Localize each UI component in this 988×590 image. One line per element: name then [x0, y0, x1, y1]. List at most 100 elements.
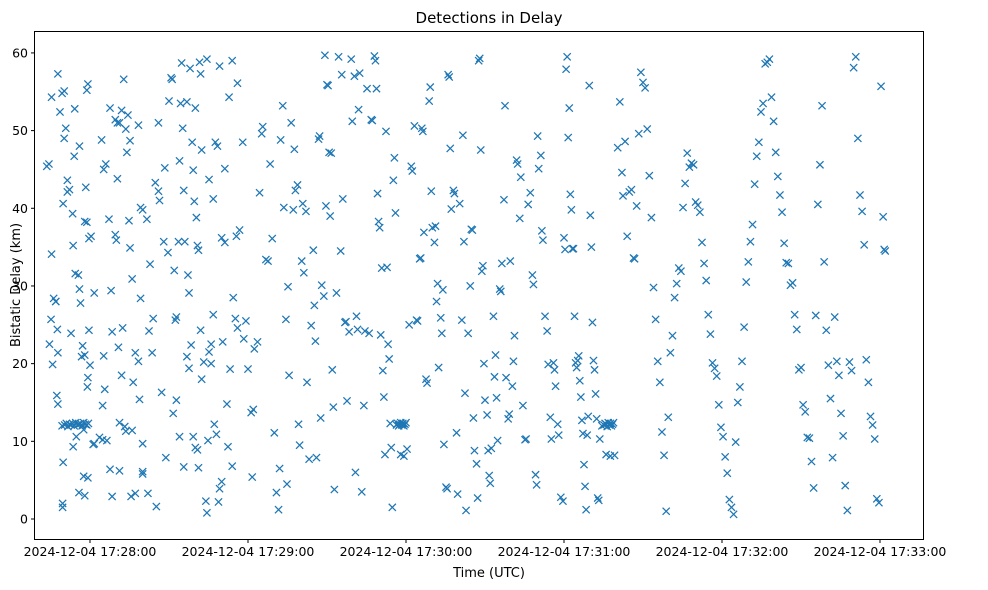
- data-point: [360, 326, 369, 336]
- data-point: [191, 104, 200, 113]
- data-point: [63, 187, 72, 197]
- data-point: [647, 213, 656, 222]
- data-point: [135, 395, 144, 404]
- data-point: [287, 118, 296, 127]
- data-point: [689, 160, 698, 169]
- data-point: [771, 148, 780, 157]
- data-point: [134, 121, 143, 130]
- data-point: [457, 316, 466, 325]
- data-point: [662, 507, 671, 516]
- data-point: [112, 236, 121, 245]
- x-tick-label: 2024-12-04 17:31:00: [498, 544, 631, 559]
- data-point: [543, 326, 552, 336]
- data-point: [767, 93, 776, 102]
- data-point: [53, 69, 62, 78]
- data-point: [826, 394, 835, 403]
- data-point: [681, 179, 690, 188]
- data-point: [499, 195, 508, 204]
- data-point: [418, 127, 427, 136]
- data-point: [443, 484, 452, 493]
- data-point: [235, 225, 244, 235]
- data-point: [202, 508, 211, 517]
- data-point: [509, 357, 518, 366]
- data-point: [877, 82, 886, 91]
- data-point: [407, 162, 416, 171]
- data-point: [727, 503, 736, 512]
- data-point: [493, 436, 502, 445]
- data-point: [152, 502, 161, 511]
- data-point: [58, 499, 67, 508]
- data-point: [695, 208, 704, 217]
- data-point: [567, 205, 576, 214]
- data-point: [587, 243, 596, 252]
- data-point: [565, 104, 574, 113]
- data-point: [725, 495, 734, 504]
- data-point: [138, 439, 147, 448]
- data-point: [214, 497, 223, 506]
- data-point: [80, 491, 89, 500]
- data-point: [712, 372, 721, 381]
- data-point: [615, 97, 624, 106]
- data-point: [275, 464, 284, 473]
- data-point: [668, 331, 677, 340]
- data-point: [210, 420, 219, 429]
- data-point: [297, 257, 306, 266]
- data-point: [627, 185, 636, 194]
- data-point: [526, 188, 535, 197]
- data-point: [350, 72, 359, 81]
- data-point: [506, 257, 515, 266]
- data-point: [425, 97, 434, 106]
- data-point: [90, 288, 99, 297]
- data-point: [742, 278, 751, 287]
- data-point: [508, 382, 517, 391]
- data-point: [211, 138, 220, 147]
- data-point: [121, 125, 130, 134]
- data-point: [879, 212, 888, 221]
- y-tick-label: 10: [12, 434, 28, 449]
- data-point: [489, 312, 498, 321]
- data-point: [309, 246, 318, 255]
- data-point: [710, 364, 719, 373]
- data-point: [127, 492, 136, 501]
- data-point: [298, 199, 307, 208]
- data-point: [572, 363, 581, 372]
- data-point: [483, 410, 492, 419]
- data-point: [324, 81, 333, 90]
- data-point: [172, 396, 181, 405]
- data-point: [125, 136, 135, 145]
- data-point: [672, 279, 681, 288]
- data-point: [858, 207, 867, 216]
- data-point: [387, 443, 396, 452]
- data-point: [445, 72, 454, 82]
- data-point: [759, 99, 768, 108]
- data-point: [389, 176, 398, 185]
- data-point: [446, 144, 455, 153]
- data-point: [279, 203, 288, 212]
- x-tick-label: 2024-12-04 17:30:00: [340, 544, 473, 559]
- data-point: [413, 316, 422, 325]
- data-point: [105, 104, 115, 113]
- data-point: [623, 232, 632, 241]
- data-point: [504, 414, 513, 423]
- data-point: [199, 358, 208, 367]
- data-point: [138, 205, 147, 214]
- data-point: [836, 409, 846, 418]
- data-point: [426, 83, 435, 92]
- data-point: [338, 194, 347, 203]
- data-point: [170, 266, 179, 275]
- data-point: [582, 505, 591, 514]
- data-point: [159, 237, 168, 246]
- data-point: [108, 327, 117, 336]
- data-point: [416, 253, 425, 263]
- data-point: [670, 293, 679, 302]
- x-axis-label: Time (UTC): [452, 566, 525, 581]
- data-point: [594, 496, 603, 505]
- data-point: [182, 352, 191, 361]
- data-point: [651, 315, 660, 324]
- data-point: [403, 445, 412, 454]
- data-point: [161, 453, 170, 462]
- data-point: [74, 271, 83, 280]
- data-point: [801, 407, 810, 416]
- data-point: [729, 510, 738, 519]
- data-point: [342, 396, 352, 405]
